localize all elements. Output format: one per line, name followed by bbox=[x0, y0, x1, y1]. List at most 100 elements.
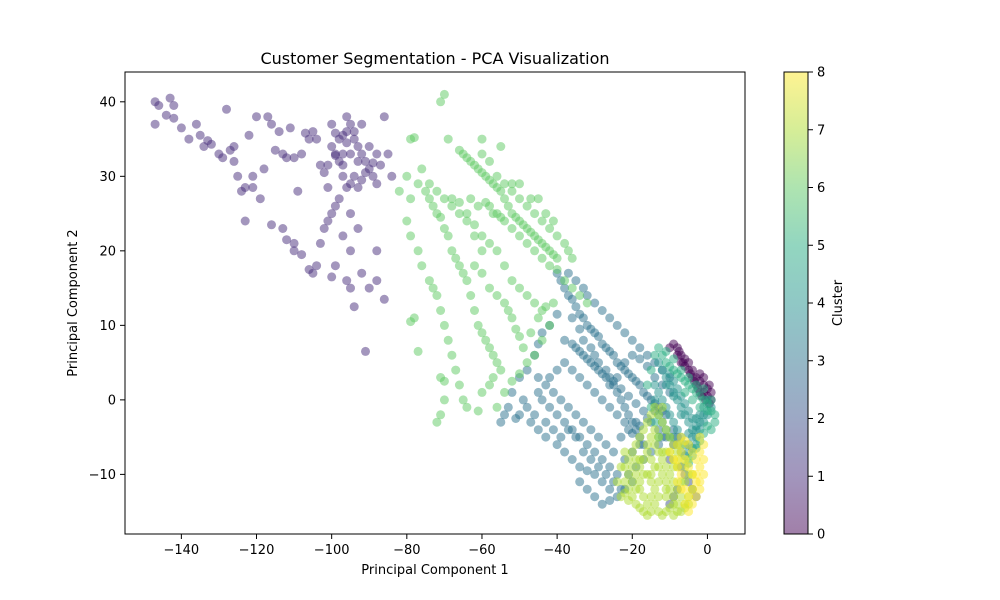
scatter-point-cluster-5 bbox=[646, 365, 656, 375]
scatter-point-cluster-6 bbox=[454, 261, 464, 271]
colorbar-tick-label: 2 bbox=[817, 412, 825, 427]
scatter-point-cluster-6 bbox=[447, 201, 457, 211]
scatter-point-cluster-6 bbox=[409, 133, 419, 143]
scatter-point-cluster-6 bbox=[492, 246, 502, 256]
scatter-point-cluster-6 bbox=[545, 320, 555, 330]
scatter-point-cluster-7 bbox=[616, 462, 626, 472]
scatter-point-cluster-5 bbox=[642, 380, 652, 390]
scatter-point-cluster-6 bbox=[424, 276, 434, 286]
colorbar-tick-label: 5 bbox=[817, 239, 825, 254]
scatter-point-cluster-3 bbox=[552, 365, 562, 375]
scatter-point-cluster-4 bbox=[654, 387, 664, 397]
scatter-point-cluster-6 bbox=[413, 346, 423, 356]
plot-area-frame bbox=[124, 71, 746, 535]
scatter-point-cluster-6 bbox=[507, 313, 517, 323]
scatter-point-cluster-1 bbox=[214, 149, 224, 159]
scatter-point-cluster-4 bbox=[691, 421, 701, 431]
scatter-point-cluster-3 bbox=[571, 410, 581, 420]
scatter-point-cluster-3 bbox=[597, 369, 607, 379]
scatter-point-cluster-8 bbox=[687, 499, 697, 509]
scatter-point-cluster-3 bbox=[522, 402, 532, 412]
scatter-point-cluster-3 bbox=[601, 440, 611, 450]
scatter-point-cluster-7 bbox=[631, 440, 641, 450]
scatter-point-cluster-7 bbox=[654, 410, 664, 420]
scatter-point-cluster-1 bbox=[327, 119, 337, 129]
scatter-point-cluster-7 bbox=[657, 469, 667, 479]
scatter-point-cluster-3 bbox=[609, 350, 618, 360]
scatter-point-cluster-6 bbox=[439, 89, 449, 99]
scatter-point-cluster-1 bbox=[315, 238, 325, 248]
scatter-point-cluster-6 bbox=[560, 276, 570, 286]
scatter-point-cluster-7 bbox=[639, 492, 648, 502]
scatter-point-cluster-1 bbox=[240, 183, 250, 192]
scatter-point-cluster-6 bbox=[451, 253, 461, 263]
scatter-point-cluster-1 bbox=[376, 160, 385, 170]
scatter-point-cluster-1 bbox=[330, 128, 340, 138]
scatter-point-cluster-1 bbox=[353, 224, 363, 233]
scatter-point-cluster-1 bbox=[229, 142, 239, 151]
scatter-point-cluster-3 bbox=[597, 306, 607, 315]
scatter-point-cluster-3 bbox=[567, 365, 577, 375]
scatter-point-cluster-3 bbox=[616, 395, 626, 405]
scatter-point-cluster-8 bbox=[699, 440, 709, 450]
scatter-point-cluster-6 bbox=[567, 253, 577, 263]
scatter-point-cluster-7 bbox=[631, 455, 641, 464]
scatter-point-cluster-8 bbox=[672, 440, 682, 450]
scatter-point-cluster-3 bbox=[620, 402, 630, 412]
scatter-point-cluster-1 bbox=[222, 104, 231, 114]
scatter-point-cluster-1 bbox=[327, 272, 337, 282]
scatter-point-cluster-3 bbox=[545, 373, 555, 382]
scatter-point-cluster-7 bbox=[646, 410, 656, 420]
scatter-point-cluster-5 bbox=[702, 406, 712, 416]
scatter-point-cluster-3 bbox=[605, 380, 615, 390]
scatter-point-cluster-6 bbox=[537, 253, 547, 263]
scatter-point-cluster-3 bbox=[556, 432, 566, 442]
scatter-point-cluster-7 bbox=[642, 510, 652, 520]
scatter-point-cluster-6 bbox=[454, 380, 464, 390]
scatter-point-cluster-3 bbox=[575, 324, 585, 334]
scatter-point-cluster-6 bbox=[515, 194, 524, 204]
chart-title: Customer Segmentation - PCA Visualizatio… bbox=[260, 49, 609, 68]
scatter-point-cluster-6 bbox=[533, 194, 543, 204]
scatter-point-cluster-8 bbox=[672, 455, 682, 464]
scatter-point-cluster-4 bbox=[650, 380, 660, 390]
scatter-point-cluster-6 bbox=[436, 97, 446, 107]
scatter-point-cluster-6 bbox=[470, 231, 479, 241]
scatter-point-cluster-6 bbox=[432, 417, 442, 427]
scatter-point-cluster-6 bbox=[507, 276, 517, 286]
scatter-point-cluster-6 bbox=[507, 376, 517, 386]
scatter-point-cluster-1 bbox=[319, 168, 329, 178]
scatter-point-cluster-3 bbox=[605, 462, 615, 472]
scatter-point-cluster-3 bbox=[597, 455, 607, 464]
scatter-point-cluster-6 bbox=[492, 358, 502, 368]
scatter-point-cluster-6 bbox=[507, 179, 517, 189]
scatter-point-cluster-6 bbox=[402, 216, 412, 226]
scatter-point-cluster-3 bbox=[624, 410, 633, 420]
scatter-point-cluster-7 bbox=[627, 477, 637, 487]
scatter-point-cluster-7 bbox=[661, 492, 671, 502]
scatter-point-cluster-1 bbox=[349, 171, 359, 181]
scatter-point-cluster-8 bbox=[676, 432, 686, 442]
scatter-point-cluster-6 bbox=[530, 298, 540, 308]
scatter-point-cluster-3 bbox=[582, 380, 592, 390]
scatter-point-cluster-4 bbox=[654, 358, 664, 368]
y-tick-label: 10 bbox=[99, 319, 116, 334]
scatter-point-cluster-3 bbox=[560, 358, 570, 368]
scatter-point-cluster-6 bbox=[406, 194, 416, 204]
scatter-point-cluster-6 bbox=[496, 212, 506, 222]
y-tick-label: 20 bbox=[99, 244, 116, 259]
colorbar-tick-label: 3 bbox=[817, 354, 825, 369]
y-tick-label: −10 bbox=[89, 468, 116, 483]
scatter-point-cluster-7 bbox=[650, 484, 660, 494]
x-tick-label: 0 bbox=[703, 543, 711, 558]
scatter-point-cluster-3 bbox=[548, 387, 558, 397]
scatter-point-cluster-4 bbox=[657, 365, 667, 375]
scatter-point-cluster-3 bbox=[605, 313, 615, 323]
scatter-point-cluster-6 bbox=[526, 328, 536, 338]
scatter-point-cluster-1 bbox=[383, 149, 393, 159]
y-tick-label: 0 bbox=[108, 393, 116, 408]
scatter-point-cluster-1 bbox=[323, 183, 333, 192]
scatter-point-cluster-7 bbox=[650, 425, 660, 435]
scatter-point-cluster-1 bbox=[349, 127, 359, 137]
scatter-point-cluster-1 bbox=[308, 127, 318, 137]
